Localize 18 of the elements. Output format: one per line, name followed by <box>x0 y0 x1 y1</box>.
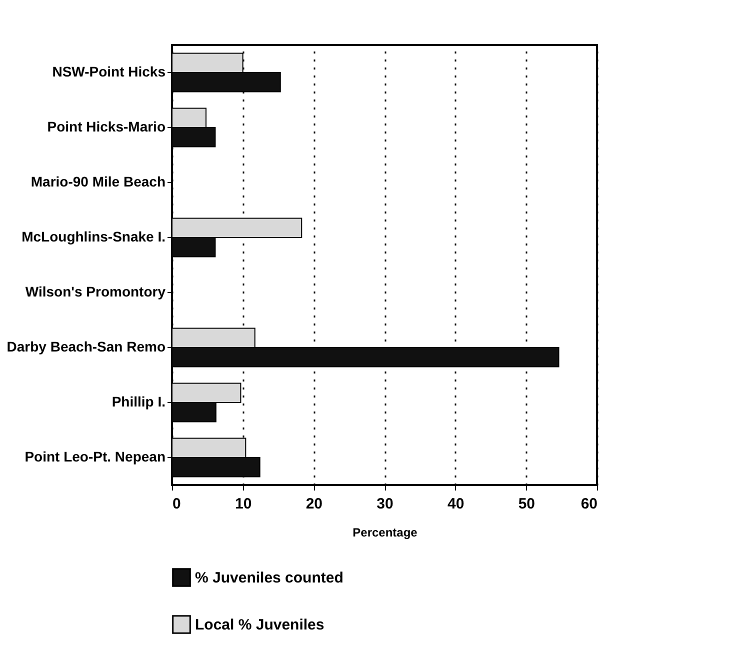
y-tick-label: Phillip I. <box>112 394 166 410</box>
y-tick-label: Darby Beach-San Remo <box>6 338 166 354</box>
x-tick-label: 0 <box>172 496 181 512</box>
x-tick-label: 60 <box>580 496 598 512</box>
x-axis-title: Percentage <box>352 526 418 540</box>
x-tick-label: 50 <box>518 496 536 512</box>
x-tick-label: 20 <box>306 496 323 512</box>
x-tick-label: 10 <box>234 496 252 512</box>
y-tick-label: Wilson's Promontory <box>25 284 166 300</box>
legend-label: Local % Juveniles <box>195 616 324 634</box>
legend-label: % Juveniles counted <box>195 570 344 586</box>
y-tick-label: Point Hicks-Mario <box>47 118 166 134</box>
x-tick-label: 40 <box>447 496 464 512</box>
x-tick-label: 30 <box>376 496 394 512</box>
y-tick-label: Point Leo-Pt. Nepean <box>24 448 166 464</box>
y-tick-label: McLoughlins-Snake I. <box>22 228 166 244</box>
y-tick-label: NSW-Point Hicks <box>52 64 166 80</box>
y-tick-label: Mario-90 Mile Beach <box>30 174 166 190</box>
